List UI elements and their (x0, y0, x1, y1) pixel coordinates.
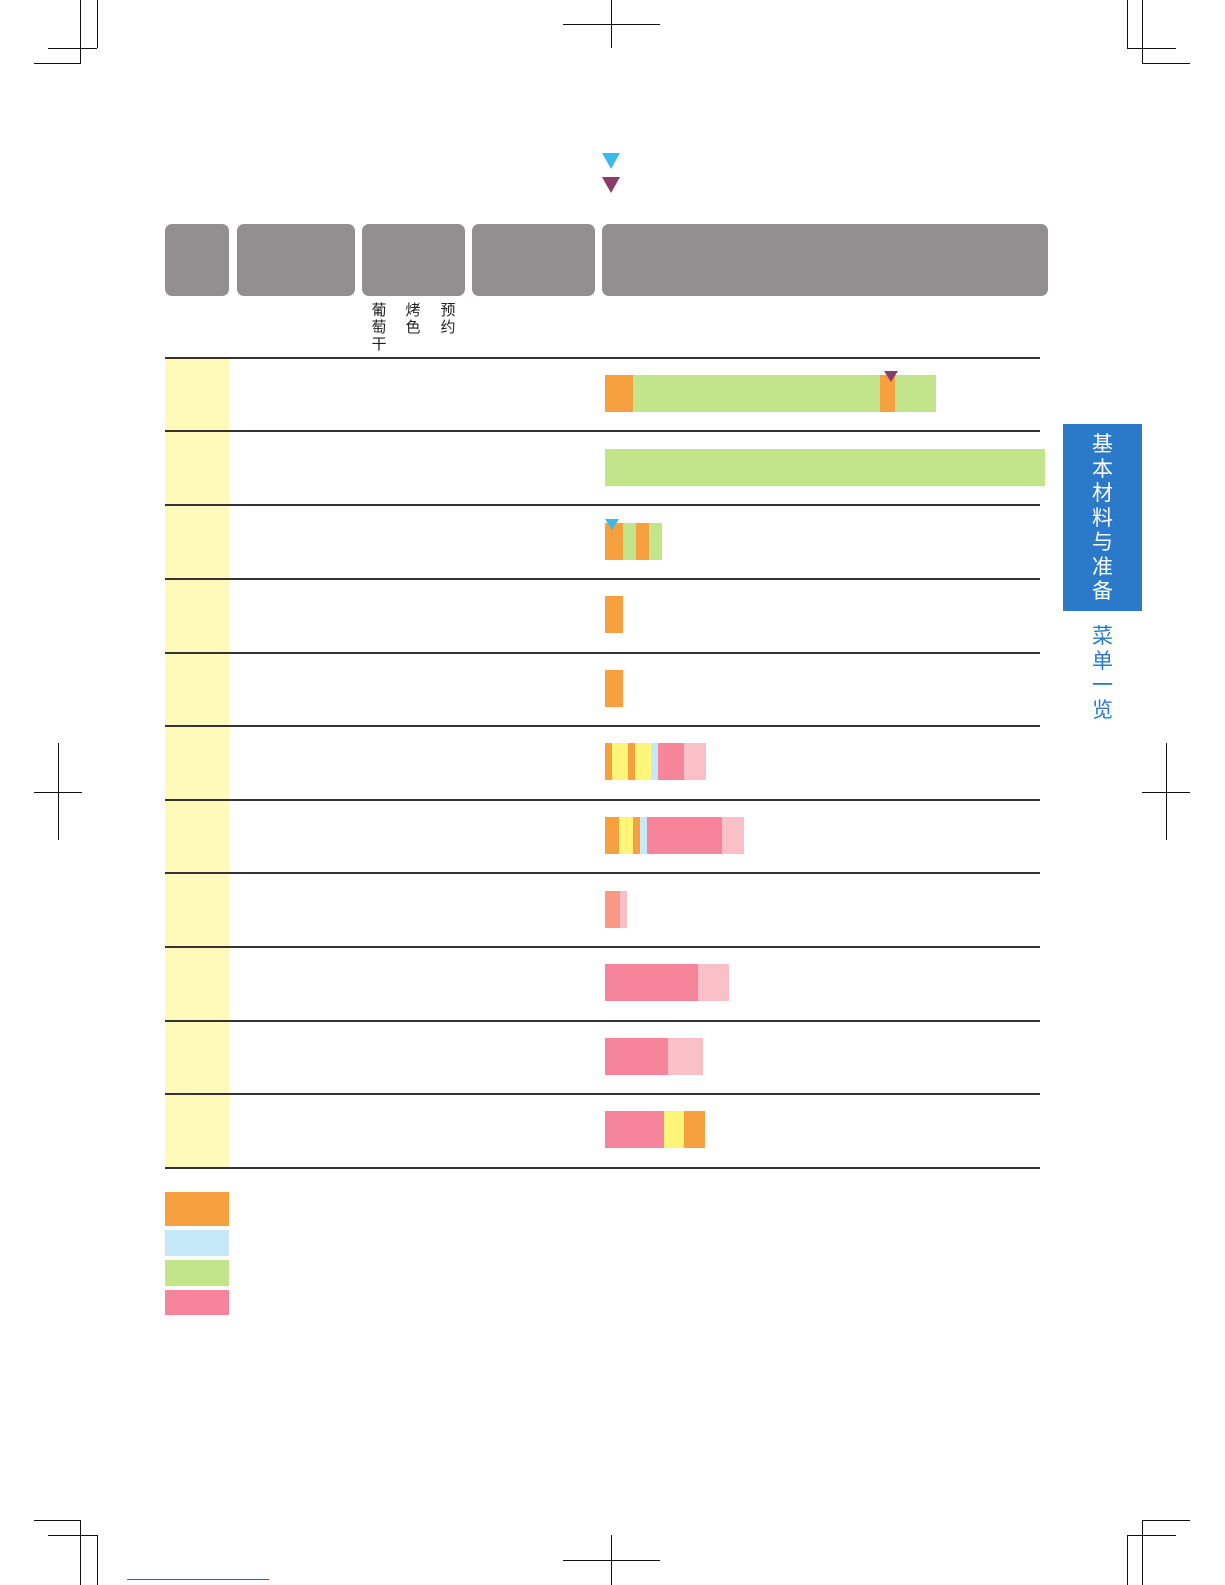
header-cell-3 (362, 224, 465, 296)
time-bar-row-10 (605, 1037, 703, 1075)
sub-label-color: 烤 色 (405, 301, 421, 336)
bar-segment-orange (628, 743, 635, 781)
time-bar-row-2 (605, 448, 1045, 486)
legend-swatch-green (165, 1260, 229, 1286)
header-cell-1 (165, 224, 229, 296)
time-bar-row-5 (605, 669, 623, 707)
bar-segment-pink (605, 1111, 664, 1149)
time-bar-row-9 (605, 964, 729, 1002)
header-cell-4 (472, 224, 595, 296)
bar-segment-light_pink (620, 890, 627, 928)
side-tab-active[interactable] (1063, 424, 1142, 611)
bar-segment-light_pink (722, 816, 744, 854)
purple-marker-icon (602, 177, 620, 193)
bar-segment-orange (605, 596, 623, 634)
header-cell-5 (602, 224, 1048, 296)
bar-segment-pink (658, 743, 684, 781)
time-bar-row-3 (605, 518, 662, 560)
bar-segment-light_pink (698, 964, 729, 1002)
bar-segment-green (895, 375, 936, 413)
row-label-column (165, 358, 229, 1168)
bar-segment-light_pink (684, 743, 706, 781)
time-bar-row-7 (605, 816, 744, 854)
side-tab-active-label[interactable]: 基 本 材 料 与 准 备 (1092, 432, 1113, 603)
bar-segment-yellow (664, 1111, 684, 1149)
bar-segment-yellow (635, 743, 651, 781)
sub-label-timer: 预 约 (440, 301, 456, 336)
bar-segment-green (605, 448, 1045, 486)
sub-label-raisin: 葡 萄 干 (371, 301, 387, 353)
bar-segment-light_pink (668, 1037, 703, 1075)
cyan-marker-icon (605, 518, 619, 530)
bar-segment-light_blue (640, 816, 647, 854)
bar-segment-green (623, 522, 636, 560)
bar-segment-yellow (619, 816, 633, 854)
bar-segment-pink (605, 964, 698, 1002)
bar-segment-pink (605, 1037, 668, 1075)
header-cell-2 (237, 224, 355, 296)
bar-segment-orange (605, 669, 623, 707)
bar-segment-yellow (612, 743, 628, 781)
time-bar-row-11 (605, 1111, 705, 1149)
bar-segment-orange (605, 743, 612, 781)
bar-segment-green (649, 522, 662, 560)
time-bar-row-1 (605, 371, 936, 413)
legend-swatch-light-blue (165, 1230, 229, 1256)
side-tab-next-label[interactable]: 菜 单 一 览 (1092, 624, 1113, 722)
bar-segment-orange (633, 816, 640, 854)
bar-segment-orange (605, 816, 619, 854)
bar-segment-light_blue (651, 743, 658, 781)
bar-segment-orange (605, 375, 633, 413)
bar-segment-green (633, 375, 880, 413)
time-bar-row-8 (605, 890, 627, 928)
bar-segment-salmon (605, 890, 620, 928)
bar-segment-orange (880, 375, 895, 413)
time-bar-row-4 (605, 596, 623, 634)
bar-segment-orange (636, 522, 649, 560)
bar-segment-orange (684, 1111, 705, 1149)
legend-swatch-pink (165, 1290, 229, 1315)
legend-swatch-orange (165, 1192, 229, 1226)
bar-segment-pink (647, 816, 722, 854)
time-bar-row-6 (605, 743, 706, 781)
footer-link-underline (127, 1579, 269, 1580)
purple-marker-icon (884, 371, 898, 383)
cyan-marker-icon (602, 153, 620, 169)
bar-segment-orange (605, 522, 623, 560)
